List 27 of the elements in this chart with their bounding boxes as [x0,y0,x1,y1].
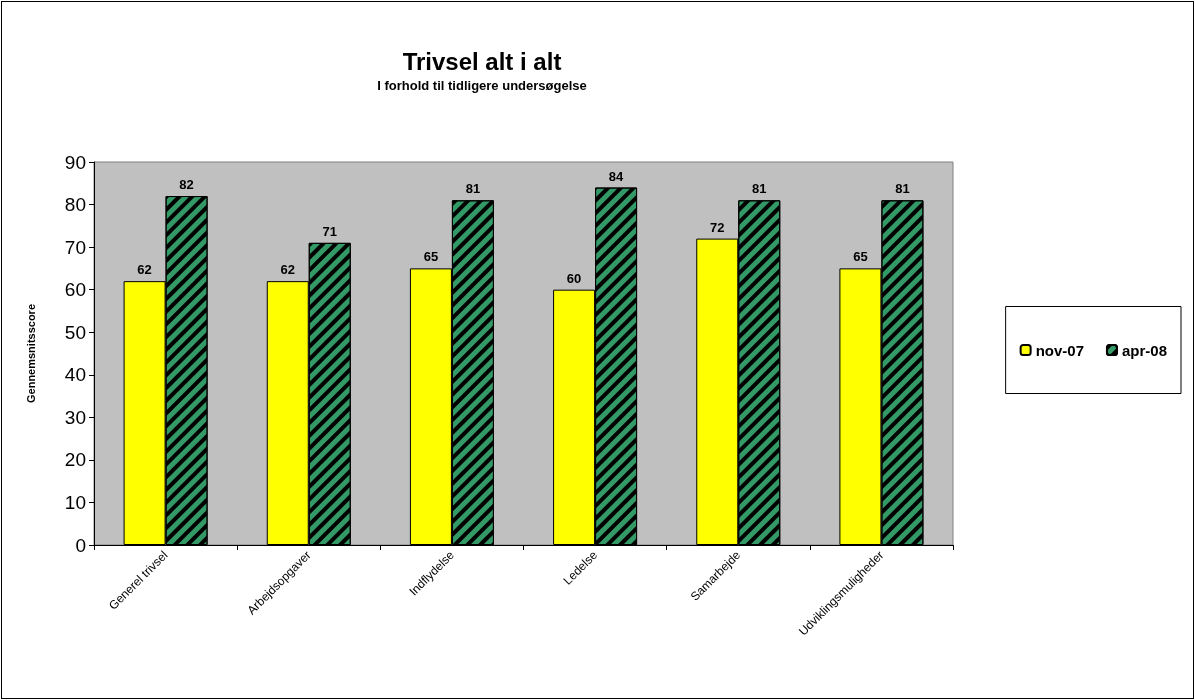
data-label: 62 [280,262,295,278]
data-label: 81 [465,181,481,197]
y-tick-label: 60 [64,279,86,301]
data-label: 84 [608,168,625,184]
data-label: 65 [853,249,868,265]
data-label: 72 [710,219,725,235]
y-tick-label: 40 [64,364,86,386]
y-tick-label: 90 [64,151,86,173]
y-tick-label: 80 [64,194,86,216]
data-label: 81 [895,181,910,197]
data-label: 62 [137,262,152,278]
y-tick-label: 50 [64,321,86,343]
chart-subtitle: I forhold til tidligere undersøgelse [377,78,587,93]
data-label: 65 [423,249,439,265]
data-label: 81 [752,181,767,197]
y-tick-label: 0 [75,534,86,556]
legend-label: apr-08 [1121,341,1168,359]
legend-label: nov-07 [1035,341,1084,359]
y-tick-label: 70 [64,236,86,258]
y-axis-title: Gennemsnitsscore [24,303,37,404]
data-label: 71 [322,223,337,239]
data-label: 82 [179,177,194,193]
data-label: 60 [566,270,582,286]
chart-title: Trivsel alt i alt [402,47,562,75]
y-tick-label: 20 [64,449,86,471]
y-tick-label: 10 [64,491,86,513]
y-tick-label: 30 [64,406,86,428]
